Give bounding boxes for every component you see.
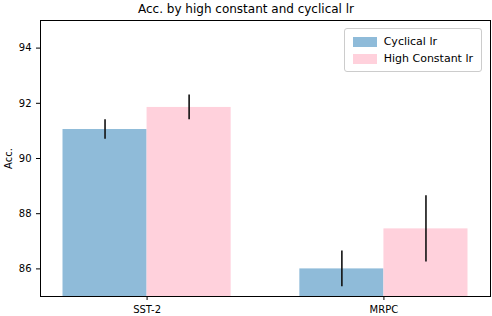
html-text:Acc. by high constant and cycl: Acc. by high constant and cyclical lr: [138, 2, 354, 16]
html-text:High Constant lr: High Constant lr: [383, 52, 473, 65]
svg-text:86: 86: [19, 263, 32, 274]
svg-text:Acc.: Acc.: [3, 148, 14, 169]
svg-text:MRPC: MRPC: [370, 304, 399, 315]
svg-text:92: 92: [19, 98, 32, 109]
svg-text:90: 90: [19, 153, 32, 164]
svg-text:94: 94: [19, 42, 32, 53]
svg-text:88: 88: [19, 208, 32, 219]
svg-text:SST-2: SST-2: [133, 304, 161, 315]
html-text:Cyclical lr: Cyclical lr: [383, 35, 437, 48]
